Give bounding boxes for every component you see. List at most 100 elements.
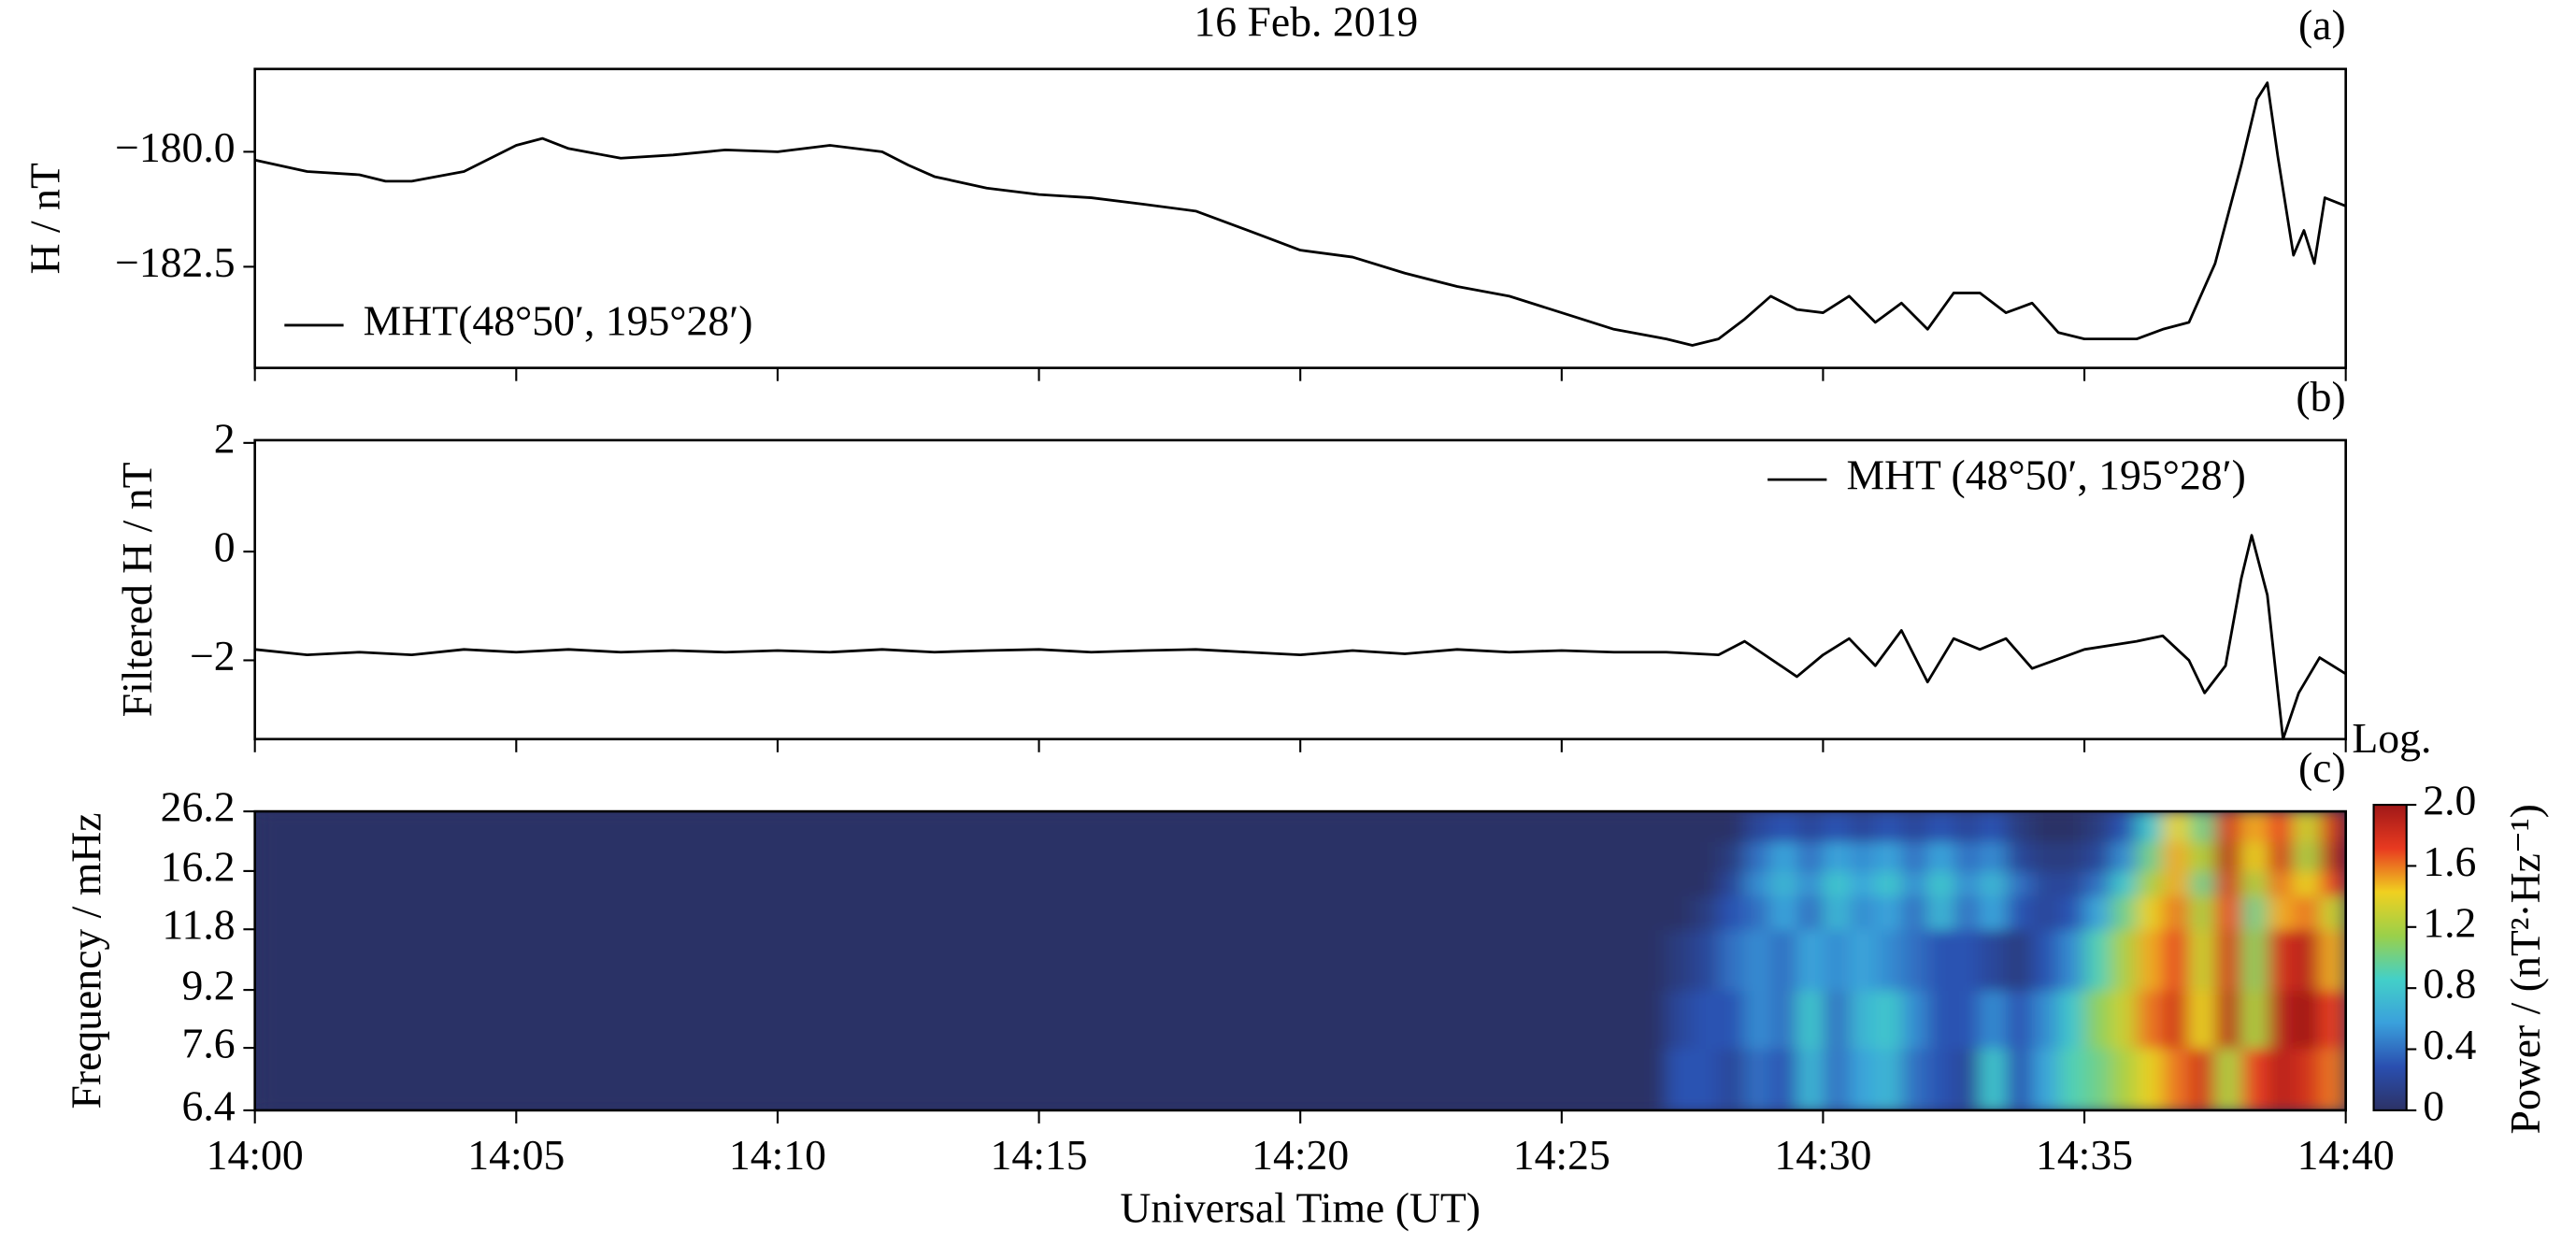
- heatmap-cell: [1796, 929, 1825, 991]
- heatmap-cell: [1927, 990, 1955, 1049]
- heatmap-cell: [1692, 929, 1720, 991]
- y-axis-label: Frequency / mHz: [62, 812, 109, 1109]
- heatmap-cell: [254, 895, 1667, 931]
- heatmap-cell: [1927, 811, 1955, 843]
- heatmap-cell: [1718, 929, 1746, 991]
- heatmap-cell: [1796, 990, 1825, 1049]
- heatmap-cell: [2267, 895, 2295, 931]
- heatmap-cell: [2214, 841, 2242, 872]
- heatmap-cell: [1823, 811, 1851, 843]
- heatmap-cell: [1666, 811, 1694, 843]
- heatmap-cell: [1901, 841, 1929, 872]
- x-tick-label: 14:25: [1513, 1131, 1610, 1179]
- y-axis-label: H / nT: [21, 163, 69, 274]
- heatmap-cell: [1692, 895, 1720, 931]
- heatmap-cell: [1718, 1048, 1746, 1110]
- heatmap-cell: [2058, 811, 2085, 843]
- heatmap-cell: [2188, 929, 2216, 991]
- heatmap-cell: [2214, 895, 2242, 931]
- heatmap-cell: [1718, 895, 1746, 931]
- heatmap-cell: [2267, 1048, 2295, 1110]
- heatmap-cell: [2162, 990, 2190, 1049]
- heatmap-cell: [2006, 929, 2034, 991]
- x-tick-label: 14:10: [729, 1131, 826, 1179]
- colorbar-tick-label: 0: [2423, 1081, 2444, 1129]
- heatmap-cell: [2058, 841, 2085, 872]
- heatmap: [254, 811, 2346, 1110]
- heatmap-cell: [2293, 895, 2321, 931]
- heatmap-cell: [1953, 990, 1982, 1049]
- heatmap-cell: [2058, 1048, 2085, 1110]
- x-axis-label: Universal Time (UT): [1120, 1183, 1481, 1231]
- heatmap-cell: [2267, 929, 2295, 991]
- heatmap-cell: [1901, 929, 1929, 991]
- heatmap-cell: [2162, 870, 2190, 897]
- y-tick-label: 2: [214, 414, 236, 462]
- heatmap-cell: [2267, 811, 2295, 843]
- heatmap-cell: [2084, 895, 2111, 931]
- heatmap-cell: [2214, 811, 2242, 843]
- heatmap-cell: [1823, 841, 1851, 872]
- heatmap-cell: [1770, 990, 1798, 1049]
- y-tick-label: 11.8: [162, 901, 235, 949]
- heatmap-cell: [1770, 895, 1798, 931]
- heatmap-cell: [2111, 841, 2138, 872]
- heatmap-cell: [2032, 1048, 2059, 1110]
- heatmap-cell: [1875, 811, 1903, 843]
- heatmap-cell: [2188, 990, 2216, 1049]
- y-tick-label: 9.2: [182, 962, 236, 1009]
- y-tick-label: 6.4: [182, 1081, 236, 1129]
- heatmap-cell: [1849, 990, 1877, 1049]
- heatmap-cell: [1901, 811, 1929, 843]
- heatmap-cell: [1718, 841, 1746, 872]
- heatmap-cell: [1796, 841, 1825, 872]
- x-tick-label: 14:30: [1774, 1131, 1871, 1179]
- heatmap-cell: [1823, 1048, 1851, 1110]
- heatmap-cell: [1692, 990, 1720, 1049]
- heatmap-cell: [1744, 895, 1772, 931]
- heatmap-cell: [2084, 811, 2111, 843]
- heatmap-cell: [1770, 811, 1798, 843]
- heatmap-cell: [2136, 929, 2164, 991]
- heatmap-cell: [2319, 929, 2346, 991]
- colorbar-tick-label: 0.4: [2423, 1021, 2476, 1068]
- heatmap-cell: [2084, 929, 2111, 991]
- heatmap-cell: [2111, 870, 2138, 897]
- heatmap-cell: [1849, 1048, 1877, 1110]
- heatmap-cell: [1744, 929, 1772, 991]
- heatmap-cell: [2084, 841, 2111, 872]
- heatmap-cell: [1692, 811, 1720, 843]
- y-tick-label: 7.6: [182, 1020, 236, 1067]
- heatmap-cell: [1823, 929, 1851, 991]
- heatmap-cell: [2319, 841, 2346, 872]
- x-tick-label: 14:05: [467, 1131, 565, 1179]
- heatmap-cell: [1980, 895, 2008, 931]
- heatmap-cell: [2111, 811, 2138, 843]
- heatmap-cell: [2188, 811, 2216, 843]
- heatmap-cell: [2032, 841, 2059, 872]
- heatmap-cell: [1823, 870, 1851, 897]
- colorbar-label: Power / (nT²·Hz⁻¹): [2501, 804, 2549, 1134]
- colorbar: [2372, 804, 2408, 1111]
- heatmap-cell: [1692, 1048, 1720, 1110]
- heatmap-cell: [2032, 895, 2059, 931]
- heatmap-cell: [2111, 895, 2138, 931]
- heatmap-cell: [1666, 990, 1694, 1049]
- heatmap-cell: [2111, 990, 2138, 1049]
- heatmap-cell: [1666, 929, 1694, 991]
- heatmap-cell: [1849, 929, 1877, 991]
- heatmap-cell: [2084, 1048, 2111, 1110]
- heatmap-cell: [1901, 870, 1929, 897]
- heatmap-cell: [1927, 841, 1955, 872]
- heatmap-cell: [2319, 811, 2346, 843]
- heatmap-cell: [1980, 870, 2008, 897]
- heatmap-cell: [1796, 895, 1825, 931]
- heatmap-cell: [2293, 990, 2321, 1049]
- y-tick-label: 26.2: [161, 783, 236, 831]
- heatmap-cell: [1875, 870, 1903, 897]
- heatmap-cell: [2267, 870, 2295, 897]
- heatmap-cell: [1718, 990, 1746, 1049]
- heatmap-cell: [2240, 1048, 2268, 1110]
- heatmap-cell: [2084, 990, 2111, 1049]
- heatmap-cell: [1980, 1048, 2008, 1110]
